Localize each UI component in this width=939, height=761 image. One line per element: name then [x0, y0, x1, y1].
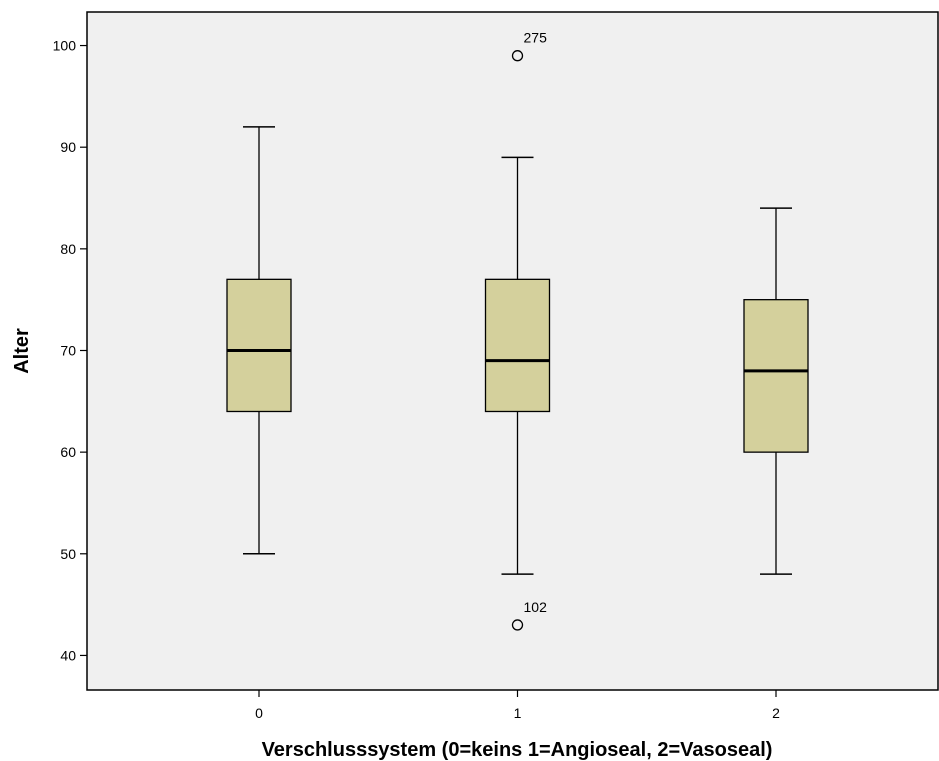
y-tick-label: 40: [60, 647, 76, 663]
boxes: 275 102: [226, 30, 809, 631]
iqr-box: [226, 278, 292, 413]
y-tick-label: 80: [60, 241, 76, 257]
y-tick-label: 90: [60, 139, 76, 155]
y-tick-label: 70: [60, 342, 76, 358]
box-group-1: 275 102: [484, 30, 551, 631]
y-tick-label: 50: [60, 546, 76, 562]
iqr-box: [484, 278, 551, 413]
y-tick-label: 100: [53, 38, 77, 54]
y-axis-title: Alter: [11, 328, 33, 374]
outlier-point: [511, 50, 524, 62]
outlier-label: 275: [524, 30, 548, 46]
outlier-label: 102: [524, 599, 548, 615]
y-tick-label: 60: [60, 444, 76, 460]
x-tick-label: 0: [255, 705, 263, 721]
box-group-0: [226, 126, 292, 555]
y-axis: 40 50 60 70 80 90 100: [53, 38, 87, 663]
x-axis: 0 1 2: [255, 690, 780, 721]
box-group-2: [743, 207, 809, 575]
iqr-box: [743, 299, 809, 453]
x-tick-label: 1: [514, 705, 522, 721]
x-tick-label: 2: [772, 705, 780, 721]
outlier-point: [511, 619, 524, 631]
x-axis-title: Verschlusssystem (0=keins 1=Angioseal, 2…: [262, 739, 773, 761]
